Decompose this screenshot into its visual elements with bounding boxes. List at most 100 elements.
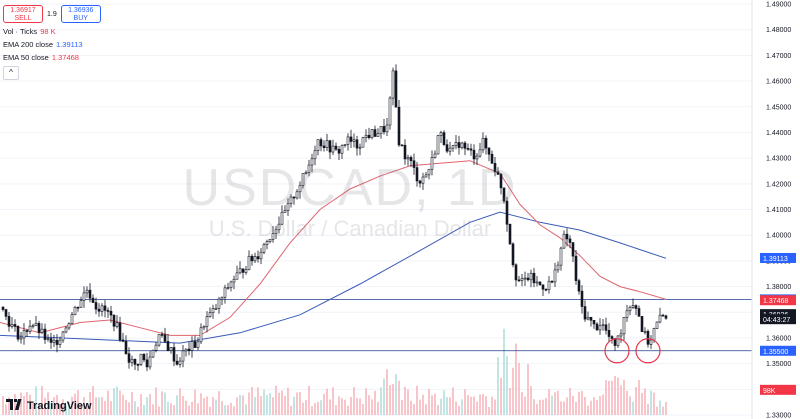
candle-body — [52, 339, 56, 343]
candle-body — [472, 149, 476, 160]
volume-bar — [572, 396, 574, 415]
axis-tick-label: 1.42000 — [766, 181, 791, 188]
candle-body — [529, 272, 533, 281]
volume-bar — [65, 405, 67, 415]
sell-button[interactable]: 1.36917 SELL — [3, 5, 43, 23]
candle-body — [187, 348, 191, 351]
candle-body — [313, 150, 317, 160]
volume-bar — [281, 390, 283, 415]
volume-bar — [323, 393, 325, 415]
collapse-legend-button[interactable]: ^ — [3, 66, 19, 80]
legend-volume[interactable]: Vol · Ticks 98 K — [3, 27, 101, 36]
volume-bar — [644, 388, 646, 415]
candle-body — [178, 360, 182, 365]
volume-bar — [14, 394, 16, 415]
volume-bar — [638, 380, 640, 415]
low-circle — [635, 338, 661, 364]
candle-body — [469, 148, 473, 151]
candle-body — [292, 196, 296, 199]
volume-bars — [2, 328, 667, 415]
candle-body — [538, 281, 542, 286]
volume-bar — [524, 396, 526, 415]
candle-body — [604, 324, 608, 331]
candle-body — [343, 143, 347, 146]
candle-body — [556, 264, 560, 271]
volume-bar — [446, 397, 448, 415]
candle-body — [307, 164, 311, 173]
sell-label: SELL — [14, 15, 32, 22]
volume-bar — [656, 406, 658, 415]
candle-body — [355, 139, 359, 149]
volume-bar — [29, 394, 31, 415]
volume-bar — [35, 386, 37, 415]
buy-button[interactable]: 1.36936 BUY — [60, 5, 101, 23]
volume-bar — [89, 392, 91, 415]
candle-body — [430, 157, 434, 170]
volume-bar — [122, 394, 124, 415]
candle-body — [238, 268, 242, 274]
candle-body — [301, 173, 305, 186]
volume-bar — [506, 356, 508, 415]
volume-bar — [602, 394, 604, 415]
volume-bar — [227, 405, 229, 415]
axis-tick-label: 1.36000 — [766, 335, 791, 342]
candle-body — [352, 139, 356, 142]
candle-body — [4, 309, 8, 317]
volume-bar — [464, 389, 466, 415]
candle-body — [637, 308, 641, 317]
volume-bar — [647, 404, 649, 415]
volume-bar — [566, 397, 568, 415]
volume-bar — [554, 392, 556, 415]
candle-body — [43, 328, 47, 340]
candle-body — [112, 314, 116, 327]
candle-body — [460, 142, 464, 148]
volume-bar — [479, 394, 481, 415]
volume-bar — [515, 343, 517, 415]
legend-ema50[interactable]: EMA 50 close 1.37468 — [3, 53, 101, 62]
candle-body — [523, 277, 527, 280]
legend-ema200[interactable]: EMA 200 close 1.39113 — [3, 40, 101, 49]
volume-bar — [215, 399, 217, 415]
candle-body — [31, 325, 35, 328]
volume-bar — [134, 401, 136, 415]
candle-body — [94, 302, 98, 310]
candle-body — [55, 339, 59, 345]
volume-bar — [434, 393, 436, 415]
candle-body — [286, 203, 290, 211]
volume-value: 98 K — [40, 27, 56, 36]
volume-bar — [569, 387, 571, 415]
candle-body — [160, 334, 164, 336]
candle-body — [274, 229, 278, 234]
candle-body — [157, 334, 161, 346]
volume-bar — [131, 391, 133, 415]
volume-bar — [140, 394, 142, 415]
candle-body — [109, 310, 113, 316]
candle-body — [526, 277, 530, 281]
volume-bar — [512, 367, 514, 415]
tradingview-logo[interactable]: TradingView — [6, 398, 92, 413]
candle-body — [310, 158, 314, 166]
candle-body — [46, 338, 50, 340]
candle-body — [436, 135, 440, 155]
candle-body — [193, 341, 197, 348]
candle-body — [610, 336, 614, 339]
volume-bar — [92, 385, 94, 415]
volume-bar — [260, 396, 262, 415]
pane-legend: 1.36917 SELL 1.9 1.36936 BUY Vol · Ticks… — [3, 5, 101, 80]
candle-body — [7, 316, 11, 327]
price-axis[interactable]: 1.49000 1.48000 1.47000 1.46000 1.45000 1.440… — [751, 0, 791, 419]
candle-body — [493, 163, 497, 173]
candle-body — [61, 331, 65, 341]
candle-body — [163, 334, 167, 342]
volume-bar — [632, 401, 634, 415]
volume-bar — [626, 390, 628, 415]
candle-body — [484, 137, 488, 149]
candle-body — [475, 155, 479, 160]
axis-tick-label: 1.38000 — [766, 284, 791, 291]
volume-bar — [266, 395, 268, 415]
candle-body — [535, 281, 539, 284]
volume-bar — [194, 389, 196, 415]
volume-bar — [239, 395, 241, 415]
volume-bar — [359, 398, 361, 415]
